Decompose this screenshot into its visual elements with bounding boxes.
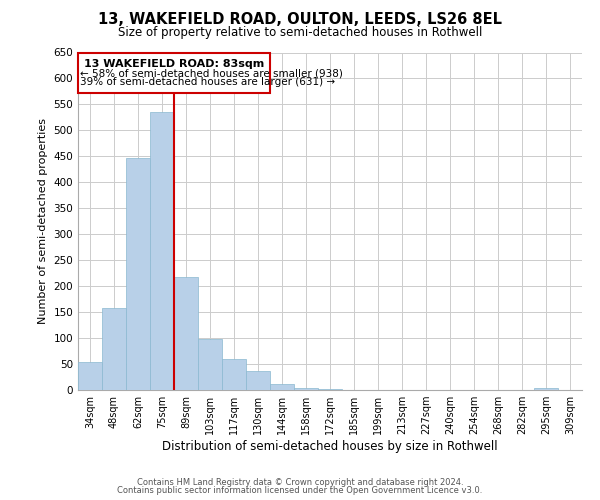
Bar [78,362,102,390]
Bar [126,158,150,390]
X-axis label: Distribution of semi-detached houses by size in Rothwell: Distribution of semi-detached houses by … [162,440,498,453]
Bar [246,372,270,390]
Text: 13, WAKEFIELD ROAD, OULTON, LEEDS, LS26 8EL: 13, WAKEFIELD ROAD, OULTON, LEEDS, LS26 … [98,12,502,28]
Bar [198,339,222,390]
Text: ← 58% of semi-detached houses are smaller (938): ← 58% of semi-detached houses are smalle… [80,68,343,78]
Text: Size of property relative to semi-detached houses in Rothwell: Size of property relative to semi-detach… [118,26,482,39]
Bar [174,278,198,390]
Bar [270,384,294,390]
Text: 13 WAKEFIELD ROAD: 83sqm: 13 WAKEFIELD ROAD: 83sqm [84,58,264,68]
FancyBboxPatch shape [78,52,270,93]
Bar [102,308,126,390]
Y-axis label: Number of semi-detached properties: Number of semi-detached properties [38,118,48,324]
Text: Contains public sector information licensed under the Open Government Licence v3: Contains public sector information licen… [118,486,482,495]
Bar [294,388,318,390]
Text: 39% of semi-detached houses are larger (631) →: 39% of semi-detached houses are larger (… [80,77,335,87]
Bar [222,360,246,390]
Bar [534,388,558,390]
Bar [150,112,174,390]
Text: Contains HM Land Registry data © Crown copyright and database right 2024.: Contains HM Land Registry data © Crown c… [137,478,463,487]
